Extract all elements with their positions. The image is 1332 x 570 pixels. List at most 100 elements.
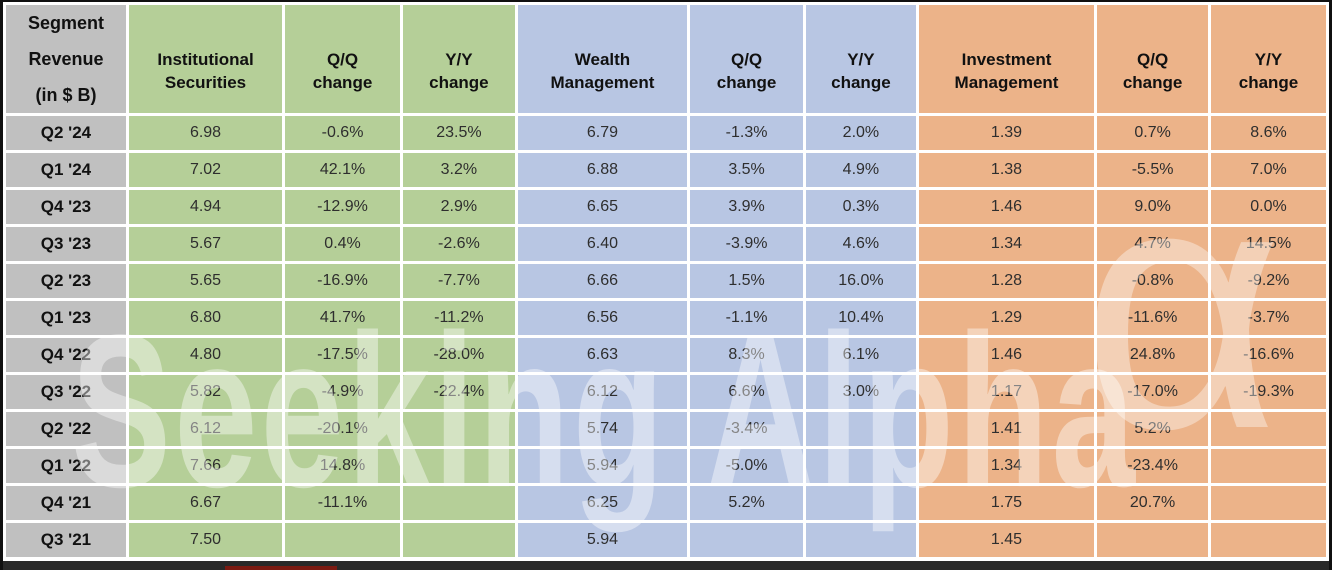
cell-institutional-securities: 6.12 — [128, 412, 283, 446]
cell-wealth-management-yy: 6.1% — [805, 338, 916, 372]
cell-investment-management-yy — [1211, 412, 1326, 446]
col-header-wealth-management-yy: Y/Y change — [805, 5, 916, 113]
cell-wealth-management-yy: 4.6% — [805, 227, 916, 261]
cell-wealth-management-yy: 0.3% — [805, 190, 916, 224]
cell-investment-management-qq: 20.7% — [1097, 486, 1209, 520]
cell-institutional-securities-qq: 42.1% — [285, 153, 400, 187]
cell-wealth-management: 6.79 — [517, 116, 688, 150]
col-header-investment-management: Investment Management — [918, 5, 1095, 113]
cell-institutional-securities-qq: 0.4% — [285, 227, 400, 261]
cell-wealth-management-qq: -5.0% — [690, 449, 803, 483]
cell-wealth-management-qq: -3.4% — [690, 412, 803, 446]
cell-investment-management-qq: 0.7% — [1097, 116, 1209, 150]
cell-wealth-management-yy — [805, 486, 916, 520]
cell-wealth-management: 6.56 — [517, 301, 688, 335]
table-row: Q4 '23 4.94 -12.9% 2.9% 6.65 3.9% 0.3% 1.46 9.0%… — [6, 190, 1326, 224]
cell-investment-management-qq: 9.0% — [1097, 190, 1209, 224]
cell-investment-management-yy: 14.5% — [1211, 227, 1326, 261]
cell-investment-management: 1.46 — [918, 338, 1095, 372]
cell-investment-management-qq: 24.8% — [1097, 338, 1209, 372]
cell-wealth-management: 5.74 — [517, 412, 688, 446]
cell-institutional-securities: 6.80 — [128, 301, 283, 335]
cell-investment-management: 1.29 — [918, 301, 1095, 335]
cell-wealth-management: 5.94 — [517, 523, 688, 557]
cell-investment-management: 1.46 — [918, 190, 1095, 224]
cell-wealth-management-qq: -1.3% — [690, 116, 803, 150]
cell-institutional-securities-qq: -16.9% — [285, 264, 400, 298]
cell-wealth-management-yy — [805, 412, 916, 446]
cell-wealth-management-qq: 3.9% — [690, 190, 803, 224]
row-label: Q2 '22 — [6, 412, 126, 446]
cell-institutional-securities-yy: -28.0% — [402, 338, 515, 372]
col-header-investment-management-qq: Q/Q change — [1097, 5, 1209, 113]
cell-institutional-securities-yy: -7.7% — [402, 264, 515, 298]
col-header-wealth-management: Wealth Management — [517, 5, 688, 113]
row-label: Q3 '23 — [6, 227, 126, 261]
cell-institutional-securities-qq: -20.1% — [285, 412, 400, 446]
cell-investment-management: 1.17 — [918, 375, 1095, 409]
segment-revenue-table: Segment Revenue (in $ B) Institutional S… — [3, 2, 1329, 560]
cell-investment-management: 1.75 — [918, 486, 1095, 520]
cell-wealth-management-yy: 3.0% — [805, 375, 916, 409]
cell-wealth-management: 6.40 — [517, 227, 688, 261]
cell-investment-management: 1.45 — [918, 523, 1095, 557]
cell-institutional-securities-yy: -11.2% — [402, 301, 515, 335]
cell-wealth-management-qq: 1.5% — [690, 264, 803, 298]
cell-investment-management-yy: 7.0% — [1211, 153, 1326, 187]
cell-investment-management-qq: 5.2% — [1097, 412, 1209, 446]
table-row: Q3 '22 5.82 -4.9% -22.4% 6.12 6.6% 3.0% 1.17 -17… — [6, 375, 1326, 409]
cell-institutional-securities: 6.67 — [128, 486, 283, 520]
cell-wealth-management-qq: 8.3% — [690, 338, 803, 372]
cell-institutional-securities: 7.50 — [128, 523, 283, 557]
cell-institutional-securities: 4.80 — [128, 338, 283, 372]
cell-institutional-securities-yy — [402, 449, 515, 483]
cell-investment-management-qq: -0.8% — [1097, 264, 1209, 298]
row-label: Q1 '23 — [6, 301, 126, 335]
cell-institutional-securities-qq: -0.6% — [285, 116, 400, 150]
cell-investment-management: 1.34 — [918, 227, 1095, 261]
table-row: Q1 '22 7.66 14.8% 5.94 -5.0% 1.34 -23.4% — [6, 449, 1326, 483]
cell-institutional-securities: 5.82 — [128, 375, 283, 409]
cell-institutional-securities-qq: -17.5% — [285, 338, 400, 372]
row-label: Q3 '22 — [6, 375, 126, 409]
table-row: Q3 '23 5.67 0.4% -2.6% 6.40 -3.9% 4.6% 1.34 4.7%… — [6, 227, 1326, 261]
cell-wealth-management-qq: 6.6% — [690, 375, 803, 409]
cell-wealth-management-yy: 4.9% — [805, 153, 916, 187]
cell-wealth-management-yy — [805, 449, 916, 483]
row-label: Q4 '23 — [6, 190, 126, 224]
table-row: Q1 '24 7.02 42.1% 3.2% 6.88 3.5% 4.9% 1.38 -5.5%… — [6, 153, 1326, 187]
cell-wealth-management: 6.25 — [517, 486, 688, 520]
cell-wealth-management: 5.94 — [517, 449, 688, 483]
cell-institutional-securities: 7.02 — [128, 153, 283, 187]
cell-institutional-securities: 5.65 — [128, 264, 283, 298]
row-label: Q1 '22 — [6, 449, 126, 483]
col-header-institutional-securities-qq: Q/Q change — [285, 5, 400, 113]
cell-institutional-securities: 5.67 — [128, 227, 283, 261]
cell-investment-management: 1.28 — [918, 264, 1095, 298]
cell-institutional-securities-yy — [402, 412, 515, 446]
cell-investment-management-yy: 0.0% — [1211, 190, 1326, 224]
cell-investment-management-qq — [1097, 523, 1209, 557]
cell-wealth-management-qq: 5.2% — [690, 486, 803, 520]
cell-investment-management-qq: 4.7% — [1097, 227, 1209, 261]
row-label: Q3 '21 — [6, 523, 126, 557]
cell-investment-management: 1.34 — [918, 449, 1095, 483]
cropped-element-sliver — [225, 566, 337, 570]
cell-institutional-securities: 6.98 — [128, 116, 283, 150]
cell-investment-management-yy: -19.3% — [1211, 375, 1326, 409]
table-row: Q2 '22 6.12 -20.1% 5.74 -3.4% 1.41 5.2% — [6, 412, 1326, 446]
cell-wealth-management: 6.66 — [517, 264, 688, 298]
header-row: Segment Revenue (in $ B) Institutional S… — [6, 5, 1326, 113]
cell-institutional-securities-qq: -4.9% — [285, 375, 400, 409]
cell-wealth-management-yy — [805, 523, 916, 557]
cell-institutional-securities-qq: -12.9% — [285, 190, 400, 224]
table-row: Q3 '21 7.50 5.94 1.45 — [6, 523, 1326, 557]
cell-investment-management-yy — [1211, 523, 1326, 557]
cell-investment-management-yy — [1211, 486, 1326, 520]
table-row: Q4 '22 4.80 -17.5% -28.0% 6.63 8.3% 6.1% 1.46 24… — [6, 338, 1326, 372]
cell-wealth-management-yy: 10.4% — [805, 301, 916, 335]
cell-investment-management-qq: -23.4% — [1097, 449, 1209, 483]
cell-institutional-securities-yy: 23.5% — [402, 116, 515, 150]
row-label: Q2 '23 — [6, 264, 126, 298]
cell-investment-management-yy: -16.6% — [1211, 338, 1326, 372]
